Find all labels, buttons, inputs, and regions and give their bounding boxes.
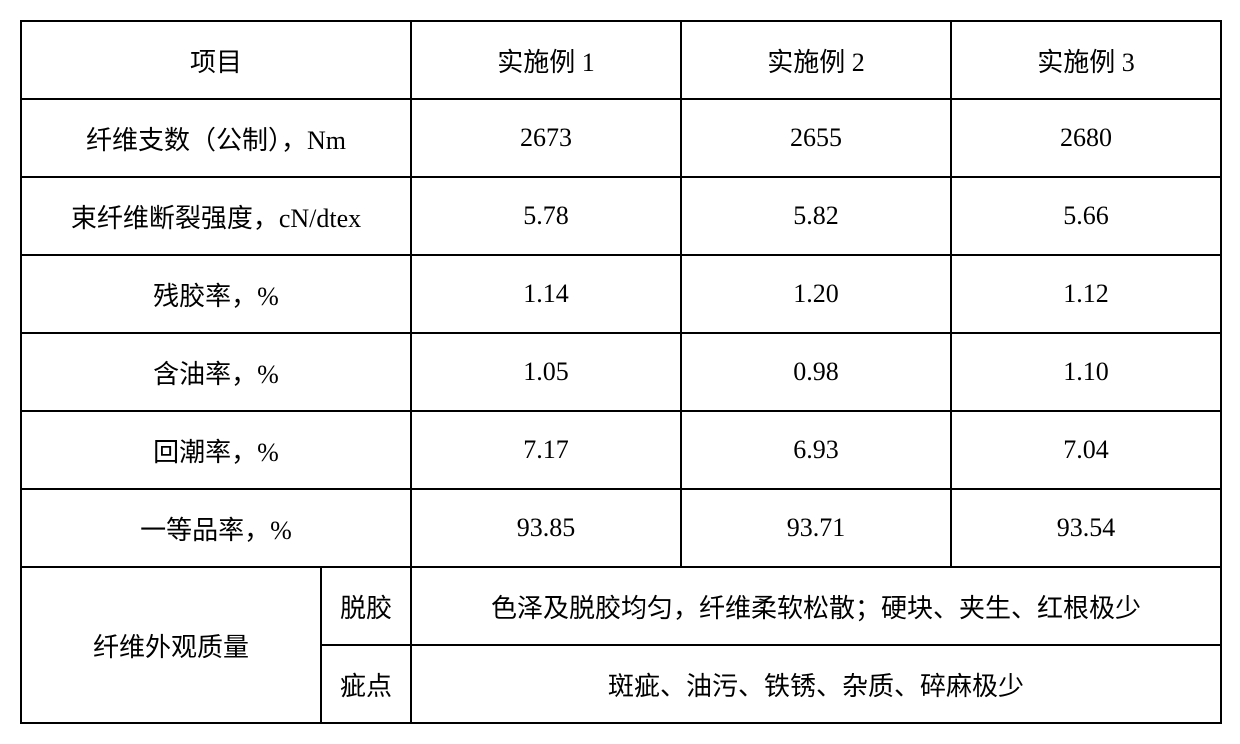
cell-value: 2680	[951, 99, 1221, 177]
cell-value: 1.10	[951, 333, 1221, 411]
cell-value: 2655	[681, 99, 951, 177]
table-row: 回潮率，% 7.17 6.93 7.04	[21, 411, 1221, 489]
appearance-sub2-label: 疵点	[321, 645, 411, 723]
cell-value: 6.93	[681, 411, 951, 489]
cell-value: 2673	[411, 99, 681, 177]
row-label: 束纤维断裂强度，cN/dtex	[21, 177, 411, 255]
row-label: 含油率，%	[21, 333, 411, 411]
cell-value: 1.20	[681, 255, 951, 333]
cell-value: 1.12	[951, 255, 1221, 333]
header-ex3: 实施例 3	[951, 21, 1221, 99]
data-table-container: 项目 实施例 1 实施例 2 实施例 3 纤维支数（公制），Nm 2673 26…	[20, 20, 1220, 724]
cell-value: 7.17	[411, 411, 681, 489]
table-row: 纤维支数（公制），Nm 2673 2655 2680	[21, 99, 1221, 177]
header-ex1: 实施例 1	[411, 21, 681, 99]
cell-value: 7.04	[951, 411, 1221, 489]
cell-value: 5.82	[681, 177, 951, 255]
appearance-sub2-value: 斑疵、油污、铁锈、杂质、碎麻极少	[411, 645, 1221, 723]
header-ex2: 实施例 2	[681, 21, 951, 99]
row-label: 回潮率，%	[21, 411, 411, 489]
row-label: 残胶率，%	[21, 255, 411, 333]
appearance-label: 纤维外观质量	[21, 567, 321, 723]
table-row: 一等品率，% 93.85 93.71 93.54	[21, 489, 1221, 567]
cell-value: 1.05	[411, 333, 681, 411]
appearance-sub1-label: 脱胶	[321, 567, 411, 645]
cell-value: 93.71	[681, 489, 951, 567]
appearance-sub1-value: 色泽及脱胶均匀，纤维柔软松散；硬块、夹生、红根极少	[411, 567, 1221, 645]
cell-value: 1.14	[411, 255, 681, 333]
table-row: 束纤维断裂强度，cN/dtex 5.78 5.82 5.66	[21, 177, 1221, 255]
table-header-row: 项目 实施例 1 实施例 2 实施例 3	[21, 21, 1221, 99]
row-label: 纤维支数（公制），Nm	[21, 99, 411, 177]
cell-value: 93.54	[951, 489, 1221, 567]
cell-value: 5.78	[411, 177, 681, 255]
table-row: 含油率，% 1.05 0.98 1.10	[21, 333, 1221, 411]
cell-value: 0.98	[681, 333, 951, 411]
cell-value: 5.66	[951, 177, 1221, 255]
data-table: 项目 实施例 1 实施例 2 实施例 3 纤维支数（公制），Nm 2673 26…	[20, 20, 1222, 724]
table-row: 残胶率，% 1.14 1.20 1.12	[21, 255, 1221, 333]
row-label: 一等品率，%	[21, 489, 411, 567]
header-project: 项目	[21, 21, 411, 99]
cell-value: 93.85	[411, 489, 681, 567]
appearance-row-1: 纤维外观质量 脱胶 色泽及脱胶均匀，纤维柔软松散；硬块、夹生、红根极少	[21, 567, 1221, 645]
